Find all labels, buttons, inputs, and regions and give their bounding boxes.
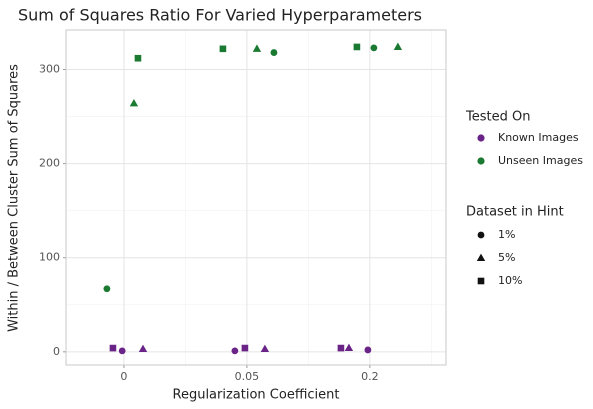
- panel-border: [65, 29, 447, 366]
- legend-swatch: [477, 157, 485, 165]
- data-point: [109, 344, 117, 352]
- y-tick-label: 0: [53, 345, 60, 358]
- y-tick-label: 300: [39, 63, 60, 76]
- x-tick-label: 0: [120, 370, 127, 383]
- data-point: [364, 346, 372, 354]
- data-point: [353, 43, 361, 51]
- legend-title: Tested On: [465, 110, 530, 125]
- x-axis-label: Regularization Coefficient: [173, 388, 340, 403]
- data-point: [129, 98, 139, 107]
- data-point: [252, 44, 262, 52]
- legend-shape: [476, 253, 486, 261]
- legend-shape: [477, 231, 485, 239]
- y-tick-label: 200: [39, 157, 60, 170]
- data-point: [134, 54, 142, 62]
- data-point: [260, 344, 270, 353]
- data-point: [393, 42, 403, 50]
- y-tick-label: 100: [39, 251, 60, 264]
- legend-label: 10%: [498, 274, 522, 287]
- data-point: [118, 347, 126, 355]
- legend-label: Known Images: [498, 131, 579, 144]
- shape-legend-title: Dataset in Hint: [466, 205, 564, 220]
- data-point: [219, 45, 227, 53]
- legend-label: Unseen Images: [498, 154, 583, 167]
- data-point: [103, 285, 111, 293]
- data-point: [370, 44, 378, 52]
- data-point: [270, 49, 278, 56]
- x-tick-label: 0.05: [235, 370, 260, 383]
- x-tick-label: 0.2: [361, 370, 379, 383]
- legend-shape: [477, 277, 485, 285]
- y-axis-label: Within / Between Cluster Sum of Squares: [7, 64, 22, 332]
- legend-swatch: [477, 134, 485, 142]
- data-point: [344, 343, 354, 352]
- data-point: [337, 344, 345, 352]
- data-point: [231, 347, 239, 355]
- chart-title: Sum of Squares Ratio For Varied Hyperpar…: [18, 6, 422, 25]
- data-point: [138, 344, 148, 353]
- legend-label: 1%: [498, 228, 515, 241]
- legend-label: 5%: [498, 251, 515, 264]
- data-point: [241, 344, 249, 352]
